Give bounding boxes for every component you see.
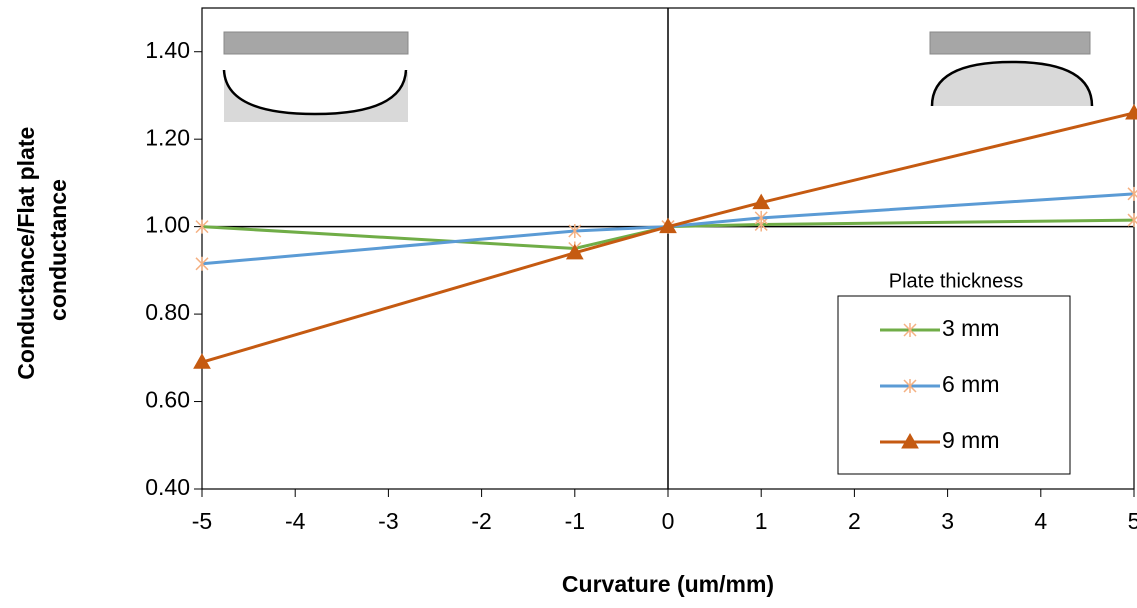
data-point <box>1125 103 1137 120</box>
legend-title: Plate thickness <box>889 270 1024 292</box>
x-axis-title: Curvature (um/mm) <box>562 571 774 597</box>
y-tick-label: 0.80 <box>145 299 190 325</box>
x-tick-label: -1 <box>565 508 585 534</box>
x-tick-label: 5 <box>1128 508 1137 534</box>
y-tick-label: 0.40 <box>145 474 190 500</box>
concave-inset <box>222 31 409 122</box>
x-tick-label: 4 <box>1034 508 1047 534</box>
y-tick-label: 1.20 <box>145 124 190 150</box>
x-tick-label: -5 <box>192 508 212 534</box>
y-tick-label: 1.40 <box>145 37 190 63</box>
legend-marker <box>901 432 919 449</box>
y-axis-title: Conductance/Flat plate conductance <box>13 120 71 379</box>
y-tick-label: 1.00 <box>145 212 190 238</box>
y-axis-title-line: conductance <box>45 179 71 321</box>
data-point <box>193 353 211 369</box>
x-tick-label: 3 <box>941 508 954 534</box>
curve <box>222 69 408 116</box>
data-point <box>195 256 209 271</box>
data-point <box>1127 213 1137 228</box>
data-point <box>752 193 771 210</box>
curve <box>930 60 1094 107</box>
legend-item: 3 mm <box>880 315 1000 341</box>
plate <box>223 31 409 55</box>
recess <box>224 70 406 114</box>
legend-marker <box>903 323 917 337</box>
data-point <box>659 217 677 234</box>
x-tick-label: 1 <box>755 508 768 534</box>
legend-marker <box>903 379 917 393</box>
data-point <box>568 224 582 239</box>
y-tick-label: 0.60 <box>145 387 190 413</box>
data-point <box>565 243 584 260</box>
x-tick-label: -2 <box>471 508 491 534</box>
data-point <box>754 210 768 225</box>
legend-box <box>837 295 1071 475</box>
legend-label: 6 mm <box>942 371 1000 397</box>
data-point <box>1127 186 1137 201</box>
x-tick-label: -3 <box>378 508 398 534</box>
data-point <box>195 219 209 234</box>
x-tick-label: 2 <box>848 508 861 534</box>
legend-item: 9 mm <box>880 427 1000 453</box>
y-axis-title-line: Conductance/Flat plate <box>13 127 39 380</box>
x-tick-label: -4 <box>285 508 306 534</box>
convex-inset <box>929 31 1094 107</box>
dome <box>932 62 1092 106</box>
legend-label: 9 mm <box>942 427 1000 453</box>
legend-label: 3 mm <box>942 315 1000 341</box>
x-tick-label: 0 <box>662 508 675 534</box>
plate <box>929 31 1091 55</box>
legend-item: 6 mm <box>880 371 1000 397</box>
